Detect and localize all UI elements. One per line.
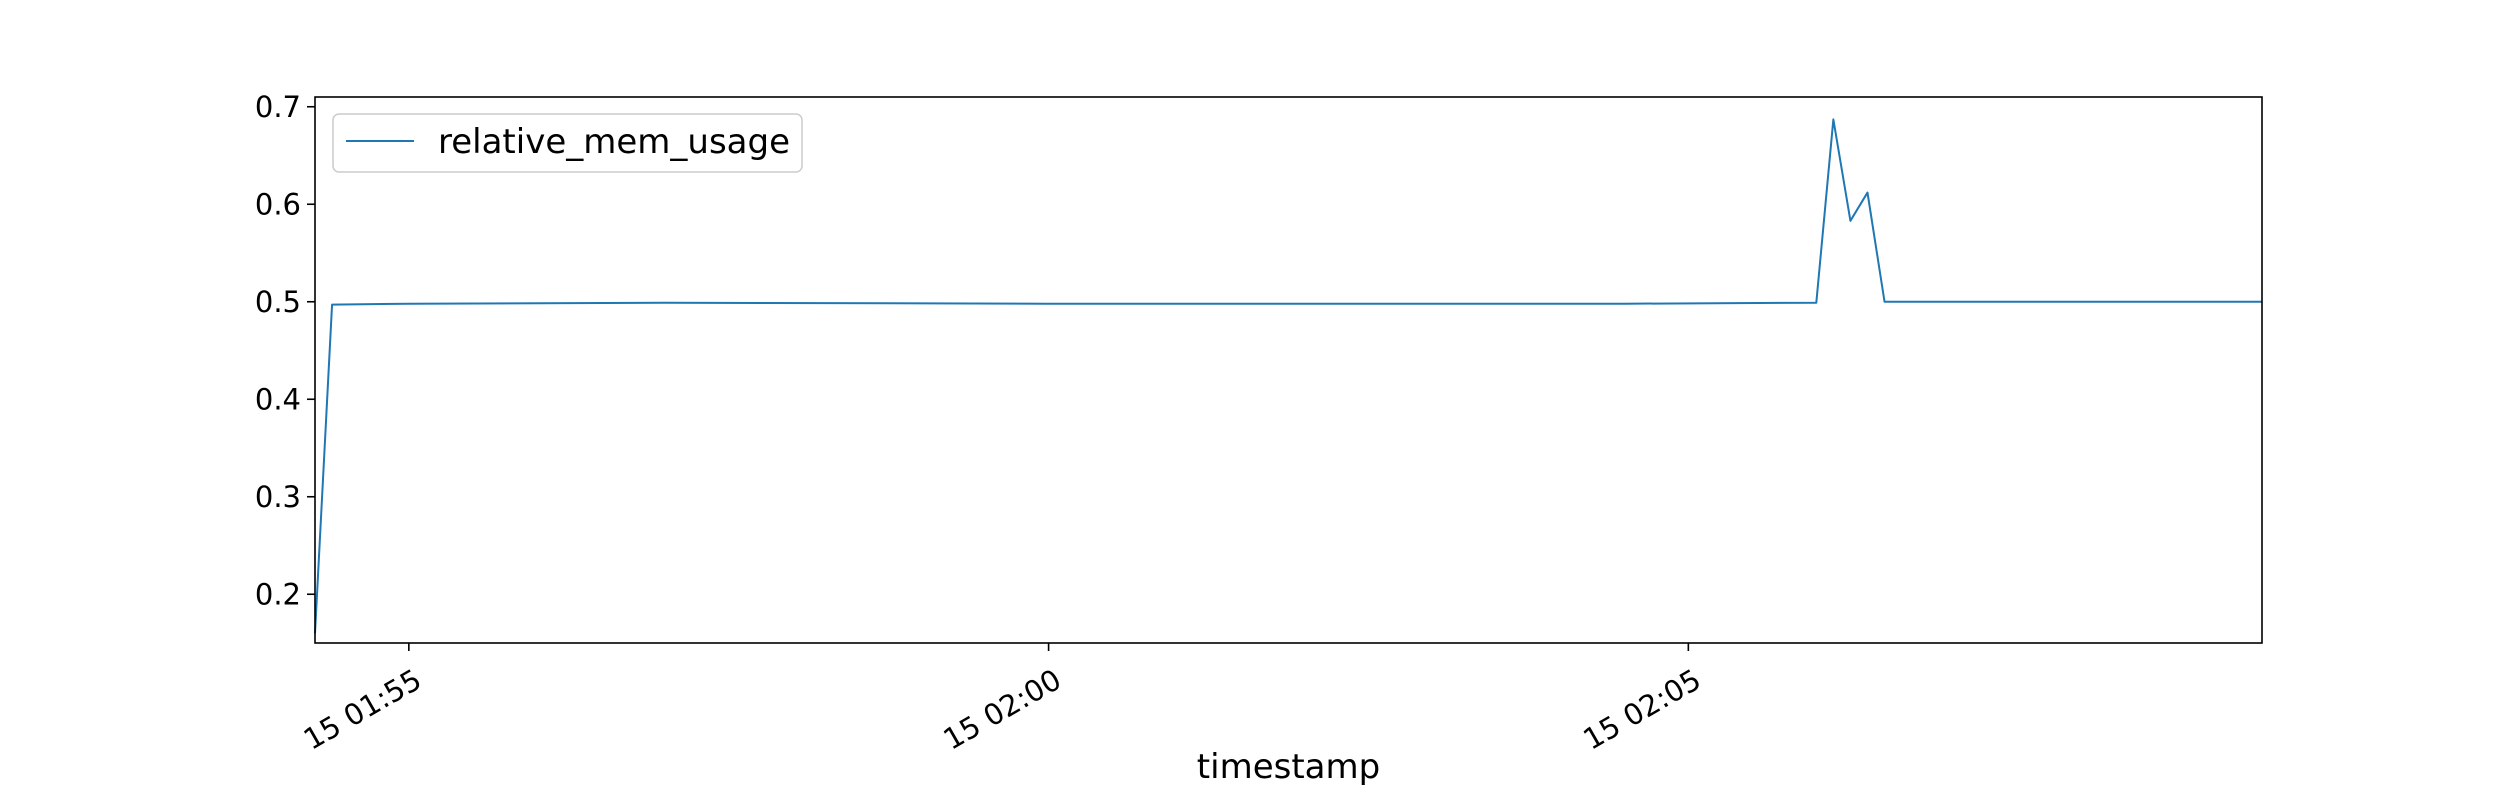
y-tick-label: 0.4 bbox=[255, 382, 301, 416]
plot-frame bbox=[314, 96, 2263, 644]
x-axis-title: timestamp bbox=[1197, 747, 1380, 787]
series-line-relative-mem-usage bbox=[314, 118, 2262, 634]
y-tick-label: 0.3 bbox=[255, 480, 301, 514]
x-tick-label: 15 02:00 bbox=[938, 662, 1067, 756]
legend: relative_mem_usage bbox=[332, 113, 803, 173]
y-tick-label: 0.5 bbox=[255, 285, 301, 319]
y-tick-label: 0.7 bbox=[255, 90, 301, 124]
legend-label: relative_mem_usage bbox=[438, 122, 790, 162]
series-layer bbox=[314, 118, 2262, 634]
y-tick-label: 0.2 bbox=[255, 577, 301, 611]
legend-box bbox=[332, 113, 803, 173]
y-tick-label: 0.6 bbox=[255, 187, 301, 221]
x-tick-label: 15 01:55 bbox=[298, 662, 427, 756]
axes-layer: 0.2 0.3 0.4 0.5 0.6 0.7 15 01:55 15 02:00 15 02:… bbox=[255, 90, 2263, 757]
x-tick-label: 15 02:05 bbox=[1577, 662, 1706, 756]
